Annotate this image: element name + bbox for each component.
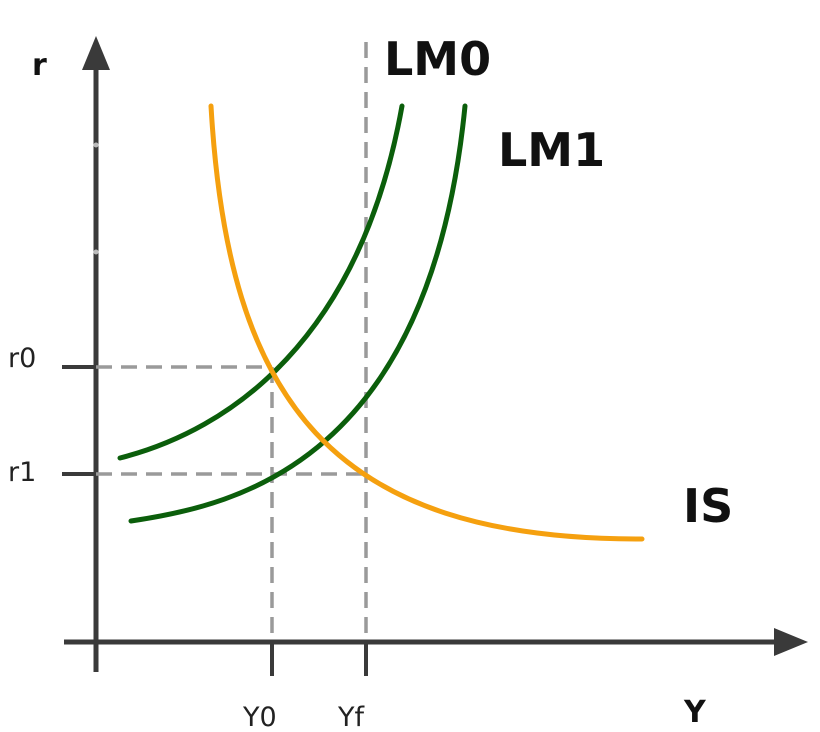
y-axis-minor-mark xyxy=(93,249,99,255)
lm0-label: LM0 xyxy=(384,32,491,86)
y-axis-minor-mark xyxy=(93,142,99,148)
r0-tick-label: r0 xyxy=(8,343,36,374)
lm0-curve xyxy=(117,103,405,461)
y-axis-label: r xyxy=(32,48,47,83)
y0-tick-label: Y0 xyxy=(242,702,277,732)
y-axis-arrowhead xyxy=(82,36,110,70)
x-axis-label: Y xyxy=(683,695,707,730)
lm1-curve xyxy=(128,103,468,524)
is-curve xyxy=(208,103,645,542)
yf-tick-label: Yf xyxy=(337,702,365,732)
lm1-label: LM1 xyxy=(498,123,605,177)
is-label: IS xyxy=(683,479,733,533)
r1-tick-label: r1 xyxy=(8,457,36,488)
x-axis-arrowhead xyxy=(774,628,808,656)
